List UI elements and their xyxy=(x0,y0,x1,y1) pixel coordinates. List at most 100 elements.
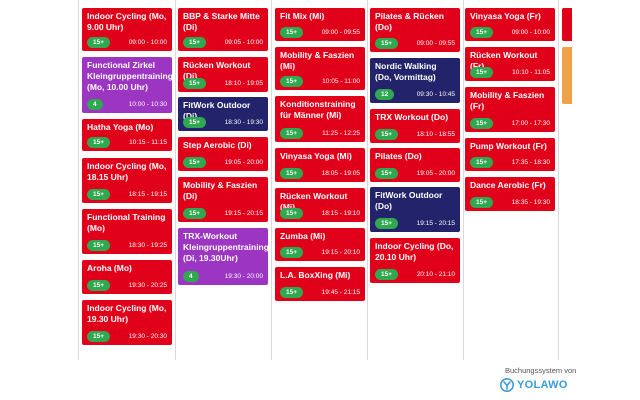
class-time: 19:45 - 21:15 xyxy=(321,289,360,296)
class-title: Fit Mix (Mi) xyxy=(280,11,325,21)
class-time: 19:05 - 20:00 xyxy=(224,159,263,166)
column-divider xyxy=(463,0,464,360)
class-card[interactable]: Nordic Walking (Do, Vormittag) 12 09:30 -… xyxy=(370,58,460,103)
class-card[interactable]: Functional Training (Mo) 15+ 18:30 - 19:2… xyxy=(82,209,172,254)
spots-badge: 15+ xyxy=(470,118,494,129)
class-card[interactable]: Mobility & Faszien (Fr) 15+ 17:00 - 17:30 xyxy=(465,87,555,132)
yolawo-logo-text: YOLAWO xyxy=(517,379,568,391)
class-time: 19:15 - 20:15 xyxy=(416,220,455,227)
class-card[interactable]: Rücken Workout (Di) 15+ 18:10 - 19:05 xyxy=(178,57,268,92)
column-divider xyxy=(558,0,559,360)
spots-badge: 15+ xyxy=(280,76,304,87)
class-card[interactable]: Vinyasa Yoga (Fr) 15+ 09:00 - 10:00 xyxy=(465,8,555,41)
class-title: Rücken Workout (Fr) xyxy=(470,50,538,71)
class-time: 10:10 - 11:05 xyxy=(512,69,550,76)
class-card[interactable]: FitWork Outdoor (Di) 15+ 18:30 - 19:30 xyxy=(178,97,268,131)
spots-badge: 15+ xyxy=(375,38,399,49)
class-card[interactable]: BBP & Starke Mitte (Di) 15+ 09:05 - 10:00 xyxy=(178,8,268,51)
class-time: 09:00 - 09:55 xyxy=(321,29,360,36)
spots-badge: 15+ xyxy=(87,331,111,342)
class-time: 19:30 - 20:25 xyxy=(128,282,167,289)
class-card[interactable]: Step Aerobic (Di) 15+ 19:05 - 20:00 xyxy=(178,137,268,171)
spots-badge: 15+ xyxy=(375,218,399,229)
spots-badge: 15+ xyxy=(470,67,494,78)
spots-badge: 4 xyxy=(87,99,103,110)
column-divider xyxy=(175,0,176,360)
class-title: Indoor Cycling (Mo, 9.00 Uhr) xyxy=(87,11,167,32)
class-title: L.A. BoxXing (Mi) xyxy=(280,270,351,280)
class-card[interactable]: Rücken Workout (Fr) 15+ 10:10 - 11:05 xyxy=(465,47,555,81)
spots-badge: 15+ xyxy=(87,280,111,291)
class-card[interactable]: Zumba (Mi) 15+ 19:15 - 20:10 xyxy=(275,228,365,261)
class-title: TRX Workout (Do) xyxy=(375,112,449,122)
class-title: Aroha (Mo) xyxy=(87,263,132,273)
class-card[interactable]: TRX-Workout Kleingruppentraining (Di, 19… xyxy=(178,228,268,285)
class-card[interactable]: Pilates & Rücken (Do) 15+ 09:00 - 09:55 xyxy=(370,8,460,52)
spots-badge: 12 xyxy=(375,89,395,100)
class-card[interactable]: Vinyasa Yoga (Mi) 15+ 18:05 - 19:05 xyxy=(275,148,365,182)
class-time: 09:00 - 10:00 xyxy=(128,39,167,46)
class-card[interactable]: Fit Mix (Mi) 15+ 09:00 - 09:55 xyxy=(275,8,365,41)
class-title: FitWork Outdoor (Do) xyxy=(375,190,443,211)
class-title: Rücken Workout (Di) xyxy=(183,60,251,81)
spots-badge: 15+ xyxy=(470,197,494,208)
column-divider xyxy=(271,0,272,360)
spots-badge: 15+ xyxy=(183,37,207,48)
class-title: Hatha Yoga (Mo) xyxy=(87,122,154,132)
class-card[interactable]: TRX Workout (Do) 15+ 18:10 - 18:55 xyxy=(370,109,460,143)
class-title: Zumba (Mi) xyxy=(280,231,326,241)
class-time: 18:30 - 19:30 xyxy=(224,119,263,126)
spots-badge: 15+ xyxy=(375,269,399,280)
class-title: Konditionstraining für Männer (Mi) xyxy=(280,99,356,120)
class-card[interactable]: Pilates (Do) 15+ 19:05 - 20:00 xyxy=(370,148,460,182)
class-card[interactable]: Indoor Cycling (Mo, 9.00 Uhr) 15+ 09:00 -… xyxy=(82,8,172,51)
class-card[interactable]: Rücken Workout (Mi) 15+ 18:15 - 19:10 xyxy=(275,188,365,222)
spots-badge: 15+ xyxy=(280,287,304,298)
spots-badge: 15+ xyxy=(470,27,494,38)
class-title: Nordic Walking (Do, Vormittag) xyxy=(375,61,437,82)
class-card[interactable]: Mobility & Faszien (Di) 15+ 19:15 - 20:15 xyxy=(178,177,268,222)
class-card-partial[interactable] xyxy=(562,8,572,41)
spots-badge: 15+ xyxy=(280,128,304,139)
class-card[interactable]: Functional Zirkel Kleingruppentraining (… xyxy=(82,57,172,113)
class-title: Mobility & Faszien (Mi) xyxy=(280,50,355,71)
class-card[interactable]: Dance Aerobic (Fr) 15+ 18:35 - 19:30 xyxy=(465,177,555,211)
class-title: Vinyasa Yoga (Fr) xyxy=(470,11,541,21)
class-time: 19:30 - 20:30 xyxy=(128,333,167,340)
class-card[interactable]: Indoor Cycling (Do, 20.10 Uhr) 15+ 20:10 … xyxy=(370,238,460,283)
class-card-partial[interactable] xyxy=(562,47,572,104)
class-time: 18:10 - 19:05 xyxy=(224,80,263,87)
class-title: Rücken Workout (Mi) xyxy=(280,191,348,212)
class-card[interactable]: Konditionstraining für Männer (Mi) 15+ 11… xyxy=(275,96,365,142)
class-title: Pilates (Do) xyxy=(375,151,422,161)
class-time: 18:15 - 19:15 xyxy=(128,191,167,198)
spots-badge: 15+ xyxy=(280,27,304,38)
spots-badge: 15+ xyxy=(87,189,111,200)
class-card[interactable]: Mobility & Faszien (Mi) 15+ 10:05 - 11:00 xyxy=(275,47,365,90)
class-card[interactable]: Pump Workout (Fr) 15+ 17:35 - 18:30 xyxy=(465,138,555,171)
class-title: BBP & Starke Mitte (Di) xyxy=(183,11,260,32)
spots-badge: 15+ xyxy=(183,157,207,168)
class-card[interactable]: FitWork Outdoor (Do) 15+ 19:15 - 20:15 xyxy=(370,187,460,232)
spots-badge: 15+ xyxy=(183,208,207,219)
class-time: 09:00 - 09:55 xyxy=(416,40,455,47)
class-time: 18:05 - 19:05 xyxy=(321,170,360,177)
class-card[interactable]: Indoor Cycling (Mo, 18.15 Uhr) 15+ 18:15 … xyxy=(82,158,172,203)
class-time: 19:05 - 20:00 xyxy=(416,170,455,177)
class-card[interactable]: Indoor Cycling (Mo, 19.30 Uhr) 15+ 19:30 … xyxy=(82,300,172,345)
yolawo-logo[interactable]: YOLAWO xyxy=(500,378,568,392)
class-time: 20:10 - 21:10 xyxy=(416,271,455,278)
spots-badge: 15+ xyxy=(183,117,207,128)
column-divider xyxy=(78,0,79,360)
class-title: Vinyasa Yoga (Mi) xyxy=(280,151,352,161)
class-time: 10:05 - 11:00 xyxy=(322,78,360,85)
class-title: Functional Training (Mo) xyxy=(87,212,166,233)
powered-by-text: Buchungssystem von xyxy=(505,366,577,375)
yolawo-logo-icon xyxy=(500,378,514,392)
class-card[interactable]: Hatha Yoga (Mo) 15+ 10:15 - 11:15 xyxy=(82,119,172,151)
class-title: Indoor Cycling (Do, 20.10 Uhr) xyxy=(375,241,454,262)
class-card[interactable]: L.A. BoxXing (Mi) 15+ 19:45 - 21:15 xyxy=(275,267,365,301)
class-card[interactable]: Aroha (Mo) 15+ 19:30 - 20:25 xyxy=(82,260,172,294)
spots-badge: 15+ xyxy=(183,78,207,89)
class-title: FitWork Outdoor (Di) xyxy=(183,100,251,121)
